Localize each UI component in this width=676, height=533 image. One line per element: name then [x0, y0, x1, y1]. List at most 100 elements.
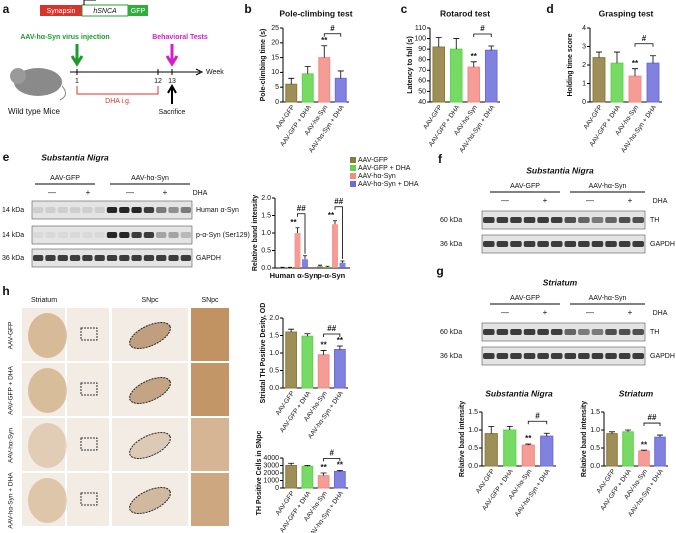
size-label: 14 kDa — [2, 232, 24, 239]
band — [496, 217, 509, 223]
micrograph — [112, 473, 188, 526]
band — [106, 255, 118, 261]
group-label: AAV-hα-Syn — [589, 183, 627, 190]
y-tick-label: 2.0 — [261, 195, 271, 202]
bar — [467, 66, 481, 103]
blot-title: Striatum — [543, 277, 578, 287]
band-label: Human α-Syn — [196, 207, 239, 214]
band — [605, 329, 617, 335]
comparison-label: ## — [648, 413, 657, 422]
panel-label: b — [244, 2, 251, 16]
chart-title: Grasping test — [599, 8, 654, 18]
comparison-bracket — [473, 33, 492, 37]
band — [483, 217, 495, 223]
comparison-bracket — [527, 420, 548, 425]
mice-label: Wild type Mice — [8, 107, 61, 116]
band — [180, 207, 191, 213]
bar — [285, 465, 297, 489]
bar — [332, 224, 338, 268]
week-label: 12 — [154, 78, 162, 85]
error-bar — [641, 449, 647, 451]
significance-label: ** — [337, 460, 344, 469]
error-bar — [470, 61, 477, 68]
band — [156, 207, 167, 213]
y-axis-label: Relative band intensity — [252, 195, 259, 271]
band — [106, 232, 118, 238]
band — [578, 241, 590, 247]
error-bar — [488, 426, 495, 434]
bar — [285, 331, 297, 389]
error-bar — [303, 255, 307, 260]
lane-label: + — [86, 188, 91, 197]
comparison-bracket — [634, 43, 654, 47]
legend-swatch — [350, 173, 356, 179]
bar — [317, 266, 323, 268]
band — [168, 207, 179, 213]
y-tick-label: 4 — [582, 25, 586, 32]
significance-label: ** — [632, 59, 639, 68]
panel-label: h — [2, 284, 9, 298]
band-label: TH — [650, 329, 659, 336]
y-tick-label: 80 — [418, 57, 426, 64]
lane-label: + — [543, 196, 548, 205]
sacrifice-label: Sacrifice — [159, 109, 186, 116]
band — [106, 207, 118, 213]
treatment-label: DHA — [653, 198, 668, 205]
zoom-box — [80, 327, 98, 341]
legend-swatch — [350, 181, 356, 187]
band — [618, 241, 631, 247]
band — [94, 207, 105, 213]
significance-label: ** — [471, 52, 478, 61]
band — [496, 353, 509, 359]
band — [496, 329, 509, 335]
column-header: SNpc — [201, 297, 219, 304]
significance-label: ** — [337, 336, 344, 345]
band — [510, 217, 522, 223]
row-label: AAV-GFP + DHA — [8, 365, 15, 414]
row-label: AAV-hα-Syn — [8, 428, 15, 463]
column-header: SNpc — [141, 297, 159, 304]
y-tick-label: 1.5 — [590, 409, 600, 416]
error-bar — [340, 260, 345, 263]
construct-label: Synapsin — [47, 8, 76, 15]
y-axis-label: Holding time score — [567, 33, 574, 96]
x-tick-label: Human α-Syn — [270, 271, 319, 280]
lane-label: — — [501, 308, 509, 317]
mouse-tail — [59, 85, 66, 101]
band — [591, 217, 604, 223]
y-tick-label: 3000 — [263, 462, 279, 469]
error-bar — [333, 220, 337, 225]
error-bar — [318, 264, 322, 267]
y-axis-label: Latency to fall (s) — [407, 36, 414, 94]
y-tick-label: 110 — [415, 25, 426, 32]
y-axis-label: Pole-climbing time (s) — [260, 29, 267, 102]
band-label: GAPDH — [196, 255, 221, 262]
y-axis-label: Relative band intensity — [581, 401, 588, 477]
x-tick-label: AAV-hα-Syn + DHA — [620, 104, 658, 155]
band — [550, 353, 563, 359]
blot-title: Substantia Nigra — [41, 152, 109, 162]
significance-label: ** — [321, 463, 328, 472]
y-tick-label: 5 — [275, 84, 279, 91]
y-tick-label: 40 — [418, 99, 426, 106]
bar — [318, 57, 331, 103]
micrograph — [191, 418, 229, 471]
micrograph — [67, 473, 109, 526]
error-bar — [609, 431, 615, 434]
band — [483, 329, 495, 335]
legend-label: AAV-hα-Syn + DHA — [358, 181, 419, 188]
micrograph — [112, 418, 188, 471]
comparison-label: ## — [327, 324, 336, 333]
band — [632, 217, 644, 223]
bar — [294, 233, 301, 268]
timeline — [70, 68, 204, 76]
lane-label: — — [126, 188, 134, 197]
bar — [503, 429, 517, 467]
band — [510, 329, 522, 335]
band — [57, 232, 68, 238]
y-tick-label: 0.5 — [261, 247, 271, 254]
bar — [279, 267, 286, 269]
bar — [301, 73, 314, 103]
blot-title: Substantia Nigra — [526, 165, 594, 175]
significance-label: ** — [321, 341, 328, 350]
